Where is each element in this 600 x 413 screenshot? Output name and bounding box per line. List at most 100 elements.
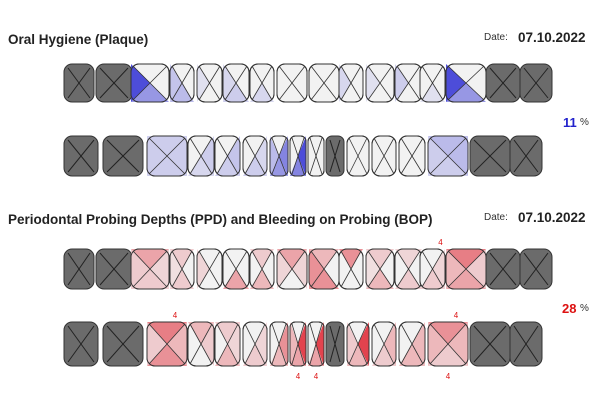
ppd-upper-tooth-5[interactable] — [196, 248, 223, 290]
surface-fill — [448, 322, 468, 366]
plaque-lower-tooth-1[interactable] — [63, 135, 99, 177]
ppd-lower-tooth-14[interactable]: 44 — [427, 311, 469, 381]
ppd-upper-tooth-7[interactable] — [249, 248, 275, 290]
plaque-lower-tooth-4[interactable] — [187, 135, 215, 177]
surface-fill — [279, 322, 288, 366]
plaque-upper-tooth-2[interactable] — [95, 63, 133, 103]
ppd-lower-tooth-13[interactable] — [398, 321, 426, 367]
plaque-upper-tooth-16[interactable] — [519, 63, 553, 103]
surface-fill — [150, 249, 169, 289]
ppd-lower-tooth-5[interactable] — [214, 321, 241, 367]
ppd-lower-tooth-15[interactable] — [469, 321, 511, 367]
ppd-upper-tooth-11[interactable] — [365, 248, 395, 290]
surface-fill — [167, 136, 187, 176]
surface-fill — [250, 83, 274, 102]
ppd-lower-tooth-10[interactable] — [325, 321, 345, 367]
surface-fill — [366, 249, 380, 289]
ppd-lower-tooth-4[interactable] — [187, 321, 215, 367]
ppd-lower-tooth-11[interactable] — [346, 321, 370, 367]
plaque-upper-tooth-12[interactable] — [394, 63, 423, 103]
plaque-upper-tooth-3[interactable] — [130, 63, 170, 103]
ppd-lower-tooth-1[interactable] — [63, 321, 99, 367]
plaque-lower-tooth-7[interactable] — [269, 135, 289, 177]
surface-fill — [215, 156, 240, 176]
ppd-upper-tooth-9[interactable] — [308, 248, 340, 290]
ppd-upper-tooth-14[interactable] — [445, 248, 487, 290]
ppd-upper-tooth-10[interactable] — [338, 248, 364, 290]
surface-fill — [250, 269, 274, 289]
ppd-upper-tooth-1[interactable] — [63, 248, 95, 290]
plaque-upper-tooth-9[interactable] — [308, 63, 340, 103]
probing-depth-label: 4 — [314, 372, 319, 381]
ppd-upper-tooth-12[interactable] — [394, 248, 423, 290]
surface-fill — [316, 322, 324, 366]
plaque-lower-tooth-15[interactable] — [469, 135, 511, 177]
surface-fill — [170, 269, 194, 289]
plaque-upper-tooth-14[interactable] — [445, 63, 487, 103]
ppd-lower-tooth-8[interactable]: 4 — [289, 321, 307, 381]
ppd-lower-tooth-3[interactable]: 4 — [146, 311, 188, 367]
surface-fill — [215, 322, 240, 344]
plaque-lower-tooth-2[interactable] — [102, 135, 144, 177]
plaque-lower-tooth-13[interactable] — [398, 135, 426, 177]
plaque-lower-tooth-3[interactable] — [146, 135, 188, 177]
plaque-date: 07.10.2022 — [518, 30, 586, 45]
ppd-lower-tooth-6[interactable] — [242, 321, 268, 367]
ppd-upper-tooth-15[interactable] — [485, 248, 521, 290]
surface-fill — [366, 249, 394, 269]
plaque-upper-tooth-1[interactable] — [63, 63, 95, 103]
surface-fill — [358, 322, 369, 366]
plaque-lower-tooth-11[interactable] — [346, 135, 370, 177]
plaque-lower-tooth-10[interactable] — [325, 135, 345, 177]
plaque-upper-tooth-15[interactable] — [485, 63, 521, 103]
plaque-section-title: Oral Hygiene (Plaque) — [8, 32, 149, 47]
ppd-upper-tooth-3[interactable] — [130, 248, 170, 290]
plaque-upper-tooth-8[interactable] — [276, 63, 308, 103]
surface-fill — [270, 156, 288, 176]
ppd-date: 07.10.2022 — [518, 210, 586, 225]
probing-depth-label: 4 — [454, 311, 459, 320]
surface-fill — [428, 136, 468, 156]
plaque-lower-tooth-6[interactable] — [242, 135, 268, 177]
ppd-upper-tooth-13[interactable]: 4 — [419, 238, 446, 290]
plaque-lower-tooth-14[interactable] — [427, 135, 469, 177]
surface-fill — [227, 136, 240, 176]
surface-fill — [201, 322, 214, 366]
ppd-upper-tooth-16[interactable] — [519, 248, 553, 290]
plaque-upper-tooth-4[interactable] — [169, 63, 195, 103]
plaque-lower-tooth-9[interactable] — [307, 135, 325, 177]
surface-fill — [277, 249, 307, 269]
ppd-upper-tooth-8[interactable] — [276, 248, 308, 290]
surface-fill — [372, 344, 396, 366]
ppd-upper-tooth-6[interactable] — [222, 248, 250, 290]
plaque-lower-tooth-12[interactable] — [371, 135, 397, 177]
plaque-upper-tooth-10[interactable] — [338, 63, 364, 103]
ppd-lower-tooth-12[interactable] — [371, 321, 397, 367]
surface-fill — [201, 136, 214, 176]
surface-fill — [270, 344, 288, 366]
ppd-lower-tooth-9[interactable]: 4 — [307, 321, 325, 381]
surface-fill — [420, 269, 445, 289]
plaque-upper-tooth-13[interactable] — [419, 63, 446, 103]
surface-fill — [170, 249, 194, 269]
ppd-lower-tooth-16[interactable] — [509, 321, 543, 367]
ppd-lower-tooth-2[interactable] — [102, 321, 144, 367]
surface-fill — [270, 136, 279, 176]
plaque-upper-tooth-6[interactable] — [222, 63, 250, 103]
plaque-lower-tooth-8[interactable] — [289, 135, 307, 177]
surface-fill — [290, 344, 306, 366]
plaque-upper-tooth-5[interactable] — [196, 63, 223, 103]
surface-fill — [147, 156, 187, 176]
plaque-lower-tooth-16[interactable] — [509, 135, 543, 177]
ppd-upper-tooth-2[interactable] — [95, 248, 133, 290]
surface-fill — [448, 136, 468, 176]
plaque-upper-tooth-7[interactable] — [249, 63, 275, 103]
ppd-lower-tooth-7[interactable] — [269, 321, 289, 367]
surface-fill — [309, 249, 339, 269]
plaque-lower-tooth-5[interactable] — [214, 135, 241, 177]
surface-fill — [227, 322, 240, 366]
ppd-upper-tooth-4[interactable] — [169, 248, 195, 290]
surface-fill — [131, 64, 150, 102]
plaque-upper-tooth-11[interactable] — [365, 63, 395, 103]
